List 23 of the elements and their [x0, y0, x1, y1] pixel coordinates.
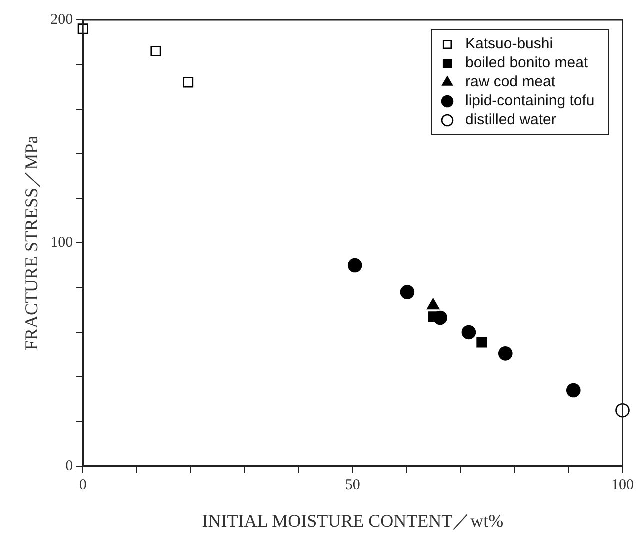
point: [150, 46, 162, 56]
point: [476, 337, 488, 348]
point: [566, 383, 581, 398]
point: [428, 312, 439, 322]
x-tick-label: 0: [79, 477, 87, 494]
point: [348, 258, 362, 273]
legend-label: Katsuo-bushi: [466, 36, 554, 53]
y-tick-label: 0: [66, 458, 74, 474]
x-tick-label: 50: [345, 477, 360, 494]
y-axis-title: FRACTURE STRESS／MPa: [22, 136, 42, 350]
point: [183, 77, 194, 88]
point: [427, 298, 440, 310]
x-tick-label: 100: [612, 477, 634, 494]
y-tick-label: 200: [50, 12, 74, 28]
legend-label: lipid-containing tofu: [466, 92, 595, 110]
legend-label: distilled water: [466, 112, 556, 129]
legend-label: boiled bonito meat: [466, 54, 589, 72]
y-tick-label: 100: [50, 235, 74, 252]
point: [462, 325, 476, 340]
x-axis-title: INITIAL MOISTURE CONTENT／wt%: [202, 510, 504, 531]
legend-label: raw cod meat: [466, 74, 556, 91]
point: [400, 285, 415, 300]
point: [498, 346, 513, 361]
